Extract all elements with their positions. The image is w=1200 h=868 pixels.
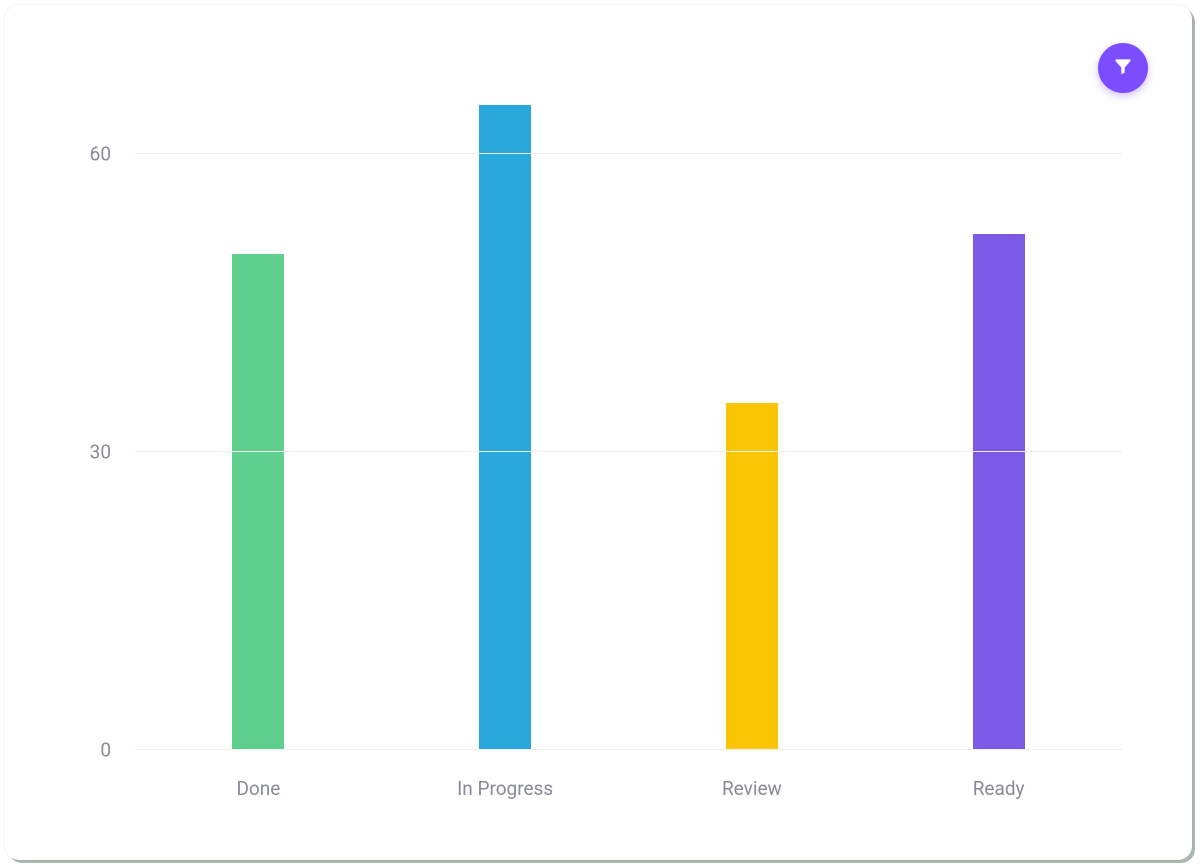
filter-icon xyxy=(1113,56,1133,80)
chart-y-tick-label: 60 xyxy=(90,143,135,166)
chart-gridline xyxy=(135,749,1122,750)
bar-chart: 03060 DoneIn ProgressReviewReady xyxy=(45,45,1152,830)
chart-bar-slot xyxy=(629,75,876,750)
chart-x-tick-label: In Progress xyxy=(382,777,629,800)
chart-y-tick-label: 30 xyxy=(90,441,135,464)
chart-bar[interactable] xyxy=(726,403,778,750)
chart-plot-area: 03060 xyxy=(135,75,1122,750)
chart-x-tick-label: Review xyxy=(629,777,876,800)
chart-bar[interactable] xyxy=(479,105,531,750)
chart-bar[interactable] xyxy=(232,254,284,750)
chart-bars xyxy=(135,75,1122,750)
chart-bar-slot xyxy=(382,75,629,750)
chart-card: 03060 DoneIn ProgressReviewReady xyxy=(5,5,1192,860)
chart-gridline xyxy=(135,153,1122,154)
chart-gridline xyxy=(135,451,1122,452)
chart-bar[interactable] xyxy=(973,234,1025,750)
chart-y-tick-label: 0 xyxy=(100,739,135,762)
chart-x-tick-label: Ready xyxy=(875,777,1122,800)
chart-bar-slot xyxy=(135,75,382,750)
chart-x-tick-label: Done xyxy=(135,777,382,800)
chart-bar-slot xyxy=(875,75,1122,750)
filter-button[interactable] xyxy=(1098,43,1148,93)
chart-x-labels: DoneIn ProgressReviewReady xyxy=(135,777,1122,800)
